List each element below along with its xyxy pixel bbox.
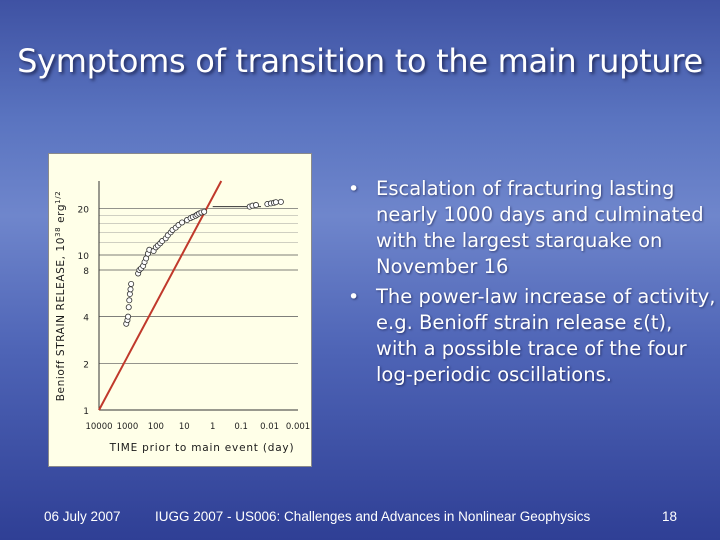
bullet-item-2: • The power-law increase of activity, e.… (346, 284, 716, 388)
x-tick-label: 1000 (117, 422, 139, 432)
x-tick-label: 0.001 (286, 422, 310, 432)
x-tick-label: 1 (210, 422, 215, 432)
x-tick-label: 10000 (85, 422, 112, 432)
y-axis-label: Benioff STRAIN RELEASE, 1038 erg1/2 (54, 191, 67, 402)
benioff-strain-chart: 1 2 4 8 10 20 10000 1000 100 10 1 0.1 0.01 0.001 TIME… (54, 180, 311, 454)
data-point (253, 202, 260, 209)
x-tick-label: 0.01 (260, 422, 279, 432)
data-point (125, 304, 132, 311)
data-point (272, 199, 279, 206)
bullet-text: The power-law increase of activity, e.g.… (376, 285, 716, 386)
y-tick-label: 20 (78, 205, 90, 215)
y-tick-label: 1 (83, 407, 89, 417)
x-axis-label: TIME prior to main event (day) (109, 442, 295, 454)
bullet-text: Escalation of fracturing lasting nearly … (376, 177, 704, 278)
footer-page-number: 18 (662, 509, 678, 524)
x-tick-label: 100 (148, 422, 164, 432)
y-axis-label-unit: erg (55, 204, 67, 227)
y-tick-label: 10 (78, 252, 90, 262)
x-tick-label: 0.1 (234, 422, 248, 432)
y-axis-label-main: Benioff STRAIN RELEASE, 10 (55, 237, 67, 401)
power-law-fit-line (98, 180, 223, 411)
chart-points (123, 198, 284, 327)
chart-axes (98, 181, 298, 411)
y-axis-label-unit-exponent: 1/2 (54, 191, 62, 204)
y-tick-label: 4 (83, 314, 89, 324)
bullet-list: • Escalation of fracturing lasting nearl… (346, 176, 716, 392)
data-point (128, 280, 135, 287)
footer-date: 06 July 2007 (44, 509, 121, 524)
y-tick-label: 2 (83, 360, 89, 370)
slide-title: Symptoms of transition to the main ruptu… (17, 42, 703, 80)
data-point (127, 286, 134, 293)
y-axis-label-exponent: 38 (54, 227, 62, 237)
chart-panel: 1 2 4 8 10 20 10000 1000 100 10 1 0.1 0.01 0.001 TIME… (48, 153, 312, 467)
y-tick-label: 8 (83, 267, 89, 277)
footer-event: IUGG 2007 - US006: Challenges and Advanc… (155, 509, 591, 524)
bullet-dot: • (348, 286, 360, 308)
data-point (277, 198, 284, 205)
data-point (125, 313, 132, 320)
bullet-dot: • (348, 178, 360, 200)
data-point (179, 219, 186, 226)
chart-labels: 1 2 4 8 10 20 10000 1000 100 10 1 0.1 0.01 0.001 (78, 205, 311, 432)
bullet-item-1: • Escalation of fracturing lasting nearl… (346, 176, 716, 280)
data-point (201, 208, 208, 215)
data-point (126, 297, 133, 304)
x-tick-label: 10 (179, 422, 190, 432)
